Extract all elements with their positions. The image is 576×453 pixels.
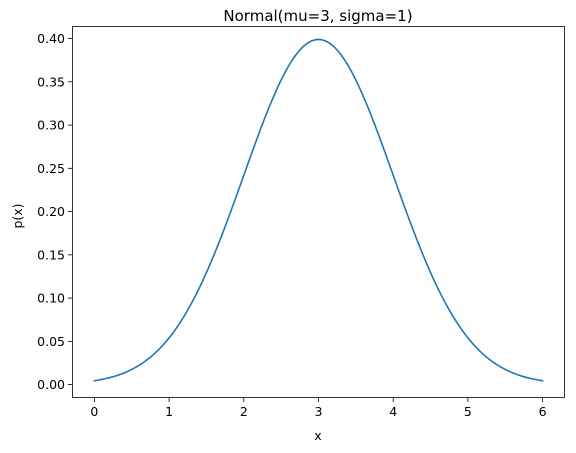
x-tick-label: 3 <box>315 404 323 419</box>
x-tick-label: 0 <box>90 404 98 419</box>
y-tick-label: 0.30 <box>37 118 65 133</box>
y-tick-label: 0.35 <box>37 74 65 89</box>
chart-title: Normal(mu=3, sigma=1) <box>223 7 412 25</box>
x-axis: 0 1 2 3 4 5 6 <box>90 398 547 419</box>
y-tick-label: 0.20 <box>37 204 65 219</box>
axes-frame <box>72 26 565 398</box>
x-tick-label: 2 <box>240 404 248 419</box>
y-tick-label: 0.25 <box>37 161 65 176</box>
y-tick-label: 0.05 <box>37 334 65 349</box>
y-axis: 0.00 0.05 0.10 0.15 0.20 0.25 0.30 0.35 0.40 <box>37 31 72 392</box>
y-tick-label: 0.15 <box>37 247 65 262</box>
plot-area <box>93 38 544 382</box>
x-tick-label: 5 <box>464 404 472 419</box>
x-tick-label: 6 <box>539 404 547 419</box>
x-axis-label: x <box>314 428 321 443</box>
y-tick-label: 0.00 <box>37 377 65 392</box>
y-axis-label: p(x) <box>10 203 25 228</box>
series-line <box>93 38 544 382</box>
y-tick-label: 0.40 <box>37 31 65 46</box>
x-tick-label: 1 <box>165 404 173 419</box>
y-tick-label: 0.10 <box>37 291 65 306</box>
x-tick-label: 4 <box>389 404 397 419</box>
